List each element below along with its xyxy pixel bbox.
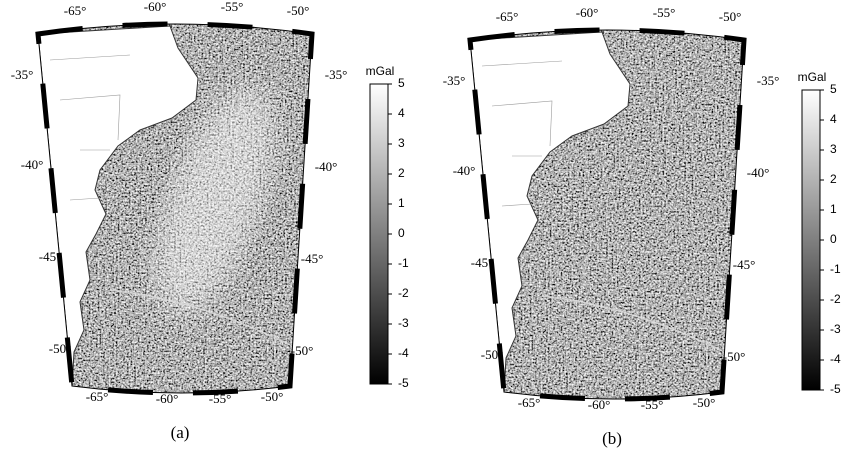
coordinate-label: -35°: [443, 73, 466, 88]
coordinate-label: -50°: [261, 389, 284, 404]
colorbar-tick-label: -5: [830, 382, 841, 396]
coordinate-label: -55°: [209, 391, 232, 406]
map: [470, 30, 744, 399]
colorbar-tick-label: 2: [830, 172, 837, 186]
coordinate-label: -65°: [496, 9, 519, 24]
fracture-zone: [109, 289, 291, 346]
coordinate-label: -60°: [588, 397, 611, 412]
coordinate-label: -60°: [576, 5, 599, 20]
map: [38, 24, 312, 393]
coordinate-label: -35°: [325, 67, 348, 82]
coordinate-label: -35°: [11, 67, 34, 82]
colorbar-tick-label: 1: [830, 202, 837, 216]
colorbar-tick-label: -1: [830, 262, 841, 276]
colorbar-tick-label: 3: [830, 142, 837, 156]
colorbar-tick-label: 2: [398, 166, 405, 180]
coordinate-label: -55°: [641, 397, 664, 412]
colorbar-tick-label: -2: [398, 286, 409, 300]
coordinate-label: -60°: [144, 0, 167, 14]
coordinate-label: -40°: [21, 157, 44, 172]
borders: [481, 60, 563, 207]
coordinate-label: -60°: [156, 391, 179, 406]
map-frame-bars: [467, 27, 747, 402]
colorbar-tick-label: 4: [830, 112, 837, 126]
land: [470, 31, 631, 393]
coordinate-label: -35°: [757, 73, 780, 88]
coordinate-label: -50°: [481, 347, 504, 362]
colorbar-tick-label: 0: [830, 232, 837, 246]
map-panel: -65° -60° -55° -50° -65° -60° -55° -50° -35° -40°…: [11, 0, 409, 442]
coordinate-label: -50°: [723, 349, 746, 364]
colorbar-tick-label: -3: [830, 322, 841, 336]
colorbar-tick-label: -1: [398, 256, 409, 270]
coordinate-label: -40°: [315, 159, 338, 174]
colorbar-tick-label: 1: [398, 196, 405, 210]
coordinate-label: -50°: [693, 395, 716, 410]
colorbar-label: mGal: [366, 64, 395, 78]
coordinate-label: -50°: [291, 343, 314, 358]
map-frame-bars: [35, 21, 315, 396]
colorbar-tick-label: -2: [830, 292, 841, 306]
coordinate-label: -65°: [518, 395, 541, 410]
colorbar-tick-label: 5: [830, 82, 837, 96]
colorbar-tick-label: 5: [398, 76, 405, 90]
land: [38, 25, 199, 387]
colorbar-tick-label: -3: [398, 316, 409, 330]
caption: (b): [602, 429, 622, 448]
coordinate-label: -55°: [653, 5, 676, 20]
map-panel: -65° -60° -55° -50° -65° -60° -55° -50° -35° -40°…: [443, 5, 841, 448]
coordinate-label: -40°: [747, 165, 770, 180]
colorbar: [801, 89, 821, 391]
colorbar-tick-label: 0: [398, 226, 405, 240]
coordinate-label: -50°: [287, 3, 310, 18]
coordinate-label: -50°: [719, 9, 742, 24]
fracture-zone: [541, 295, 723, 352]
colorbar-tick-label: 4: [398, 106, 405, 120]
coordinate-label: -55°: [221, 0, 244, 14]
coordinate-label: -65°: [64, 3, 87, 18]
colorbar-tick-label: 3: [398, 136, 405, 150]
caption: (a): [171, 423, 190, 442]
colorbar-tick-label: -5: [398, 376, 409, 390]
colorbar-tick-label: -4: [830, 352, 841, 366]
colorbar: [369, 83, 389, 385]
borders: [49, 54, 131, 201]
coordinate-label: -40°: [453, 163, 476, 178]
coordinate-label: -45°: [471, 255, 494, 270]
colorbar-label: mGal: [798, 70, 827, 84]
coordinate-label: -50°: [49, 341, 72, 356]
coordinate-label: -65°: [86, 389, 109, 404]
light-anomaly: [156, 86, 274, 314]
coordinate-label: -45°: [39, 249, 62, 264]
coordinate-label: -45°: [733, 257, 756, 272]
coordinate-label: -45°: [301, 251, 324, 266]
colorbar-tick-label: -4: [398, 346, 409, 360]
